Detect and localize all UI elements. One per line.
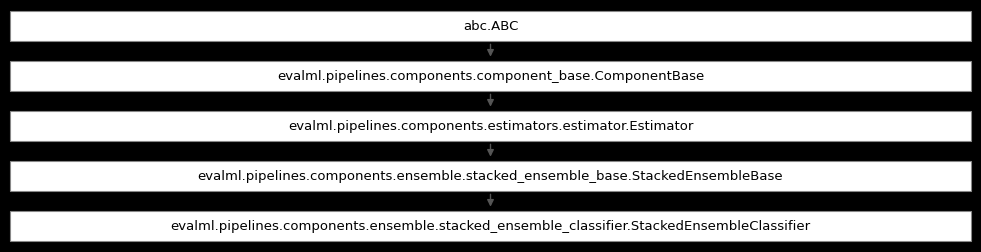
FancyBboxPatch shape <box>10 161 971 191</box>
Text: evalml.pipelines.components.component_base.ComponentBase: evalml.pipelines.components.component_ba… <box>277 70 704 83</box>
Text: evalml.pipelines.components.ensemble.stacked_ensemble_base.StackedEnsembleBase: evalml.pipelines.components.ensemble.sta… <box>198 169 783 182</box>
Text: evalml.pipelines.components.ensemble.stacked_ensemble_classifier.StackedEnsemble: evalml.pipelines.components.ensemble.sta… <box>171 219 810 232</box>
Text: abc.ABC: abc.ABC <box>463 20 518 33</box>
FancyBboxPatch shape <box>10 11 971 41</box>
FancyBboxPatch shape <box>10 61 971 91</box>
Text: evalml.pipelines.components.estimators.estimator.Estimator: evalml.pipelines.components.estimators.e… <box>287 119 694 133</box>
FancyBboxPatch shape <box>10 111 971 141</box>
FancyBboxPatch shape <box>10 211 971 241</box>
